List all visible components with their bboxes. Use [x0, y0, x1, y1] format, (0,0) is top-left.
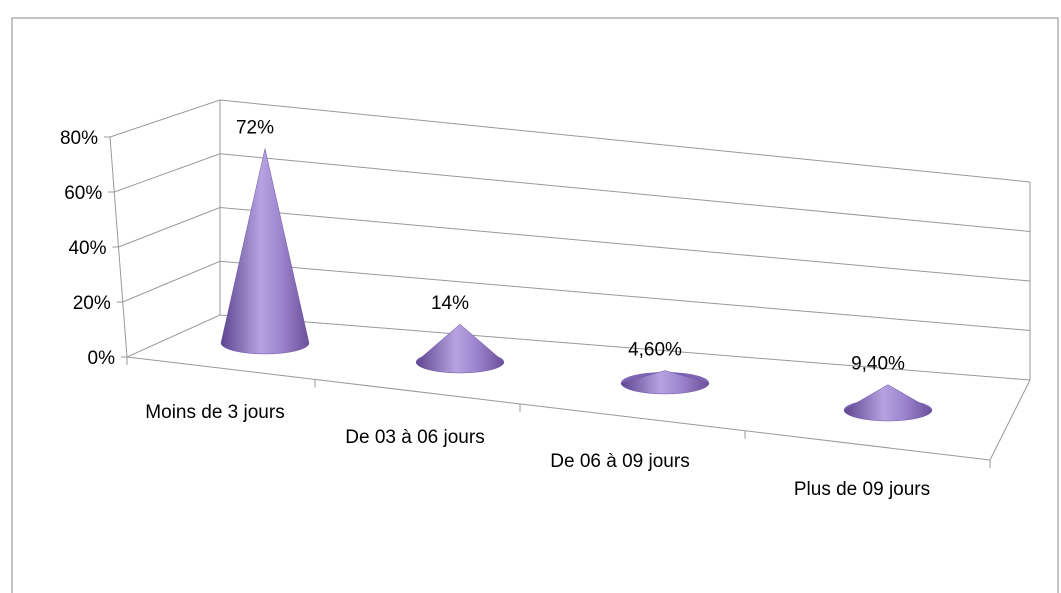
cone-body [220, 148, 310, 355]
cone-body [620, 370, 710, 395]
grid-line [118, 206, 1031, 282]
cone [415, 323, 505, 374]
y-tick-label: 20% [73, 293, 111, 314]
floor-edge [126, 356, 991, 461]
cone [220, 148, 310, 355]
y-tick-label: 80% [60, 128, 98, 149]
cone-body [843, 384, 933, 422]
x-tick-label: Moins de 3 jours [145, 402, 284, 423]
y-tick-label: 60% [64, 183, 102, 204]
grid-line [126, 314, 1031, 381]
cone [843, 384, 933, 422]
y-tick-label: 40% [68, 238, 106, 259]
y-tick-label: 0% [88, 348, 116, 369]
data-label: 14% [431, 293, 469, 314]
data-label: 72% [236, 118, 274, 139]
grid-line [109, 99, 1031, 183]
data-label: 9,40% [851, 354, 905, 375]
data-label: 4,60% [628, 340, 682, 361]
x-tick-label: Plus de 09 jours [794, 479, 930, 500]
chart-frame [11, 17, 1059, 593]
grid-line [122, 260, 1031, 331]
cone-body [415, 323, 505, 374]
floor-edge [989, 379, 1031, 461]
x-tick-label: De 03 à 06 jours [345, 427, 484, 448]
grid-line [114, 153, 1031, 232]
x-tick-label: De 06 à 09 jours [550, 451, 689, 472]
cone [620, 370, 710, 395]
